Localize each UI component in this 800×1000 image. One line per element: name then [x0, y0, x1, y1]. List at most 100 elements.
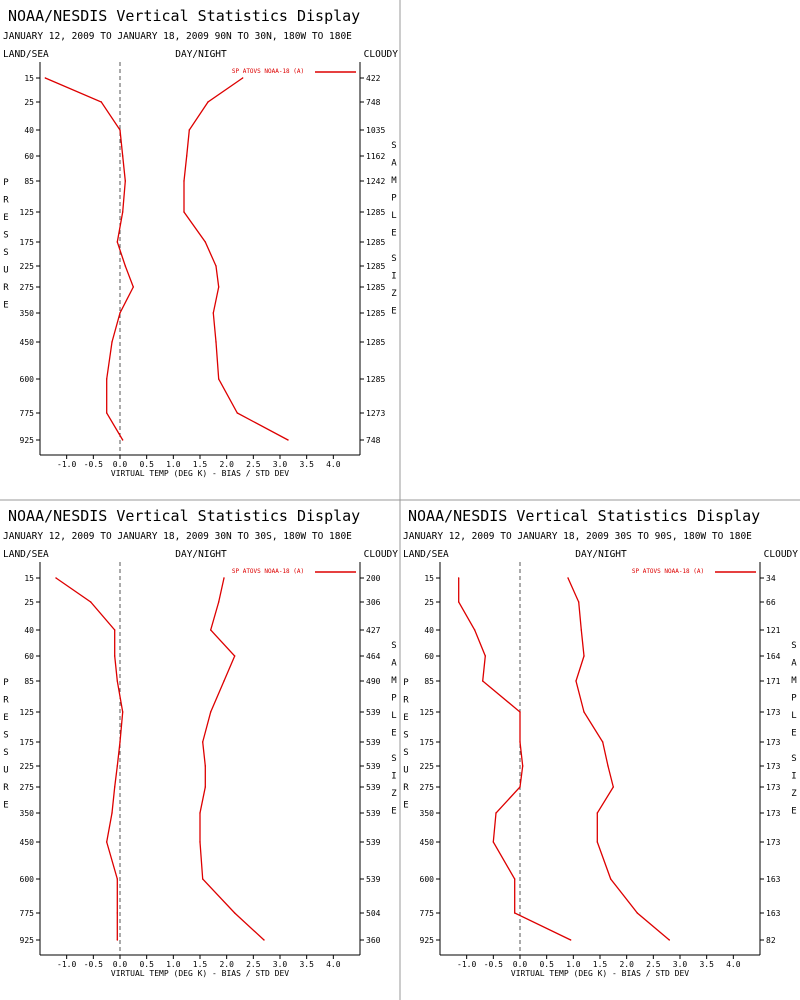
chart-title: NOAA/NESDIS Vertical Statistics Display [408, 507, 760, 525]
sample-size-label: 539 [366, 738, 381, 747]
x-tick-label: -0.5 [484, 960, 503, 969]
bias-point [121, 211, 124, 213]
x-axis-label: VIRTUAL TEMP (DEG K) - BIAS / STD DEV [511, 969, 689, 978]
pressure-level-label: 60 [24, 152, 34, 161]
x-tick-label: -1.0 [57, 960, 76, 969]
x-tick-label: 2.0 [619, 960, 634, 969]
x-tick-label: -1.0 [457, 960, 476, 969]
pressure-level-label: 600 [20, 375, 35, 384]
bias-point [116, 912, 119, 914]
x-tick-label: 0.0 [513, 960, 528, 969]
bias-point [121, 711, 124, 713]
x-tick-label: 3.5 [299, 960, 314, 969]
sample-size-label: 490 [366, 677, 381, 686]
sample-size-label: 1162 [366, 152, 385, 161]
pressure-level-label: 225 [20, 762, 35, 771]
bias-point [100, 101, 103, 103]
bias-point [124, 180, 127, 182]
std-dev-point [207, 101, 209, 103]
std-dev-series-line [199, 577, 265, 941]
std-dev-point [188, 129, 191, 131]
sample-size-label: 360 [366, 936, 381, 945]
bias-point [124, 265, 127, 267]
sample-size-label: 1273 [366, 409, 385, 418]
bias-point [55, 577, 57, 579]
bias-point [513, 912, 516, 914]
chart-panel-3: NOAA/NESDIS Vertical Statistics Display J… [403, 507, 798, 978]
pressure-level-label: 600 [20, 875, 35, 884]
header-land-sea: LAND/SEA [3, 49, 49, 60]
bias-point [484, 655, 487, 657]
pressure-level-label: 925 [20, 936, 35, 945]
x-axis-label: VIRTUAL TEMP (DEG K) - BIAS / STD DEV [111, 969, 289, 978]
sample-size-label: 1285 [366, 283, 385, 292]
bias-point [89, 601, 92, 603]
bias-point [113, 786, 116, 788]
x-tick-label: 1.0 [166, 460, 181, 469]
std-dev-point [223, 680, 225, 682]
sample-size-label: 1285 [366, 208, 385, 217]
sample-size-label: 464 [366, 652, 381, 661]
x-tick-label: 1.0 [566, 960, 581, 969]
bias-point [111, 341, 113, 343]
bias-point [113, 655, 116, 657]
sample-size-label: 164 [766, 652, 781, 661]
std-dev-point [215, 341, 217, 343]
std-dev-point [204, 786, 207, 788]
sample-size-label: 173 [766, 783, 781, 792]
x-tick-label: 0.5 [539, 960, 554, 969]
header-land-sea: LAND/SEA [403, 549, 449, 560]
sample-size-label: 748 [366, 98, 381, 107]
x-tick-label: -0.5 [84, 460, 103, 469]
x-tick-label: 4.0 [726, 960, 741, 969]
std-dev-point [204, 241, 207, 243]
std-dev-point [596, 812, 599, 814]
x-tick-label: 3.0 [273, 460, 288, 469]
std-dev-point [199, 812, 201, 814]
sample-size-label: 173 [766, 762, 781, 771]
sample-size-label: 1285 [366, 309, 385, 318]
pressure-level-label: 350 [20, 309, 35, 318]
x-tick-label: 0.0 [113, 460, 128, 469]
pressure-level-label: 600 [420, 875, 435, 884]
sample-size-label: 163 [766, 909, 781, 918]
legend-label: SP ATOVS NOAA-18 (A) [632, 568, 704, 575]
std-dev-point [609, 878, 612, 880]
pressure-level-label: 350 [20, 809, 35, 818]
bias-point [116, 241, 119, 243]
pressure-level-label: 775 [420, 909, 435, 918]
bias-point [119, 129, 121, 131]
pressure-level-label: 275 [20, 283, 35, 292]
std-dev-point [201, 878, 204, 880]
std-dev-point [583, 655, 585, 657]
bias-point [44, 77, 47, 79]
std-dev-point [668, 939, 671, 941]
std-dev-point [199, 841, 201, 843]
bias-point [116, 765, 119, 767]
sample-size-label: 539 [366, 762, 381, 771]
std-dev-point [185, 155, 188, 157]
std-dev-point [201, 741, 204, 743]
x-tick-label: 3.5 [699, 960, 714, 969]
pressure-level-label: 225 [420, 762, 435, 771]
bias-point [457, 601, 460, 603]
sample-size-label: 173 [766, 708, 781, 717]
sample-size-label: 539 [366, 809, 381, 818]
sample-size-label: 163 [766, 875, 781, 884]
x-tick-label: 0.5 [139, 460, 154, 469]
sample-size-label: 748 [366, 436, 381, 445]
sample-size-label: 200 [366, 574, 381, 583]
sample-size-label: 171 [766, 677, 781, 686]
bias-point [132, 286, 135, 288]
pressure-level-label: 125 [20, 208, 35, 217]
chart-subtitle: JANUARY 12, 2009 TO JANUARY 18, 2009 90N… [3, 31, 352, 42]
pressure-level-label: 175 [20, 238, 35, 247]
pressure-level-label: 85 [424, 677, 434, 686]
std-dev-point [217, 601, 220, 603]
pressure-level-label: 175 [20, 738, 35, 747]
pressure-level-label: 25 [24, 598, 34, 607]
sample-size-label: 504 [366, 909, 381, 918]
std-dev-series-line [183, 77, 289, 441]
